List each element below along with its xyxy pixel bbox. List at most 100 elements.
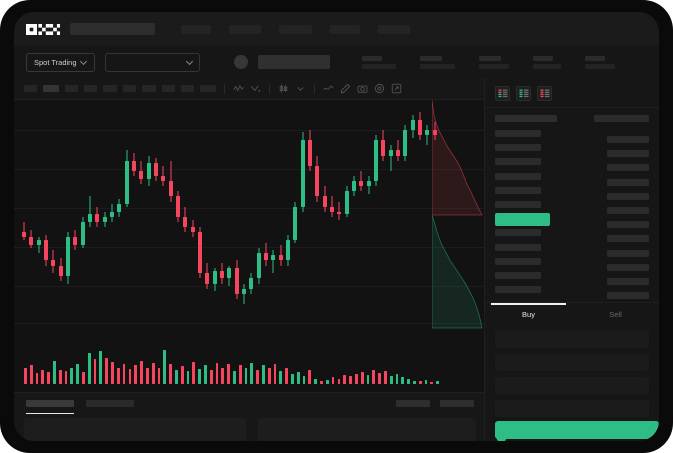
candle-body [234, 268, 239, 294]
orders-action-0[interactable] [396, 400, 430, 407]
candle-body [322, 196, 327, 207]
compare-icon[interactable] [250, 83, 261, 94]
orders-tab-0[interactable] [26, 400, 74, 414]
chevron-down-icon[interactable] [295, 83, 306, 94]
orderbook-row-right[interactable] [607, 221, 649, 229]
global-search-input[interactable] [70, 23, 155, 35]
orderbook-row-right[interactable] [607, 164, 649, 172]
orderbook-row-right[interactable] [607, 249, 649, 257]
orderbook-row[interactable] [495, 186, 541, 194]
candle [139, 100, 144, 330]
order-book[interactable] [485, 107, 659, 302]
timeframe-button-9[interactable] [200, 85, 216, 92]
trading-pair-select[interactable] [104, 52, 200, 72]
candle [110, 100, 115, 330]
candle-body [102, 216, 107, 223]
timeframe-button-4[interactable] [103, 85, 117, 92]
timeframe-button-7[interactable] [162, 85, 175, 92]
volume-bar [314, 378, 318, 384]
volume-bar [76, 364, 80, 384]
orderbook-row[interactable] [495, 158, 541, 166]
orderbook-row[interactable] [495, 257, 541, 265]
indicator-icon[interactable] [233, 83, 244, 94]
order-field-2[interactable] [495, 377, 649, 394]
timeframe-button-3[interactable] [84, 85, 97, 92]
timeframe-button-0[interactable] [24, 85, 37, 92]
orders-action-1[interactable] [440, 400, 474, 407]
top-nav-item-3[interactable] [330, 24, 360, 34]
candle-body [330, 206, 335, 212]
submit-order-button[interactable] [495, 421, 659, 439]
candle-body [293, 206, 298, 240]
orders-card-0[interactable] [24, 418, 246, 441]
orderbook-row-right[interactable] [607, 178, 649, 186]
orderbook-row[interactable] [495, 172, 541, 180]
gridline-5 [14, 323, 484, 325]
volume-bar [389, 376, 393, 384]
orderbook-row[interactable] [495, 286, 541, 294]
okx-logo-icon[interactable] [26, 23, 60, 35]
orderbook-row-right[interactable] [607, 235, 649, 243]
top-nav-item-2[interactable] [279, 24, 312, 34]
top-nav-item-1[interactable] [229, 24, 261, 34]
drawing-icon[interactable] [340, 83, 351, 94]
candle-body [308, 140, 313, 166]
line-chart-icon[interactable] [323, 83, 334, 94]
depth-bids-area [432, 214, 483, 329]
top-nav-item-0[interactable] [181, 24, 211, 34]
orderbook-row[interactable] [495, 243, 541, 251]
timeframe-button-6[interactable] [142, 85, 156, 92]
order-field-1[interactable] [495, 354, 649, 371]
orderbook-row-highlighted[interactable] [495, 213, 550, 227]
order-field-0[interactable] [495, 331, 649, 348]
orderbook-row-right[interactable] [607, 278, 649, 285]
timeframe-button-8[interactable] [181, 85, 194, 92]
orderbook-column-header-right [594, 115, 649, 122]
volume-bar [250, 363, 254, 384]
top-nav-item-4[interactable] [378, 24, 410, 34]
orderbook-row-right[interactable] [607, 136, 649, 143]
orderbook-row-right[interactable] [607, 263, 649, 271]
candle-body [132, 160, 137, 171]
orderbook-bids-icon[interactable] [516, 86, 531, 101]
orderbook-both-icon[interactable] [495, 86, 510, 101]
ticker-stat-label [419, 55, 442, 61]
candlestick-chart[interactable] [14, 100, 484, 330]
timeframe-button-5[interactable] [123, 85, 136, 92]
order-tab-buy[interactable]: Buy [485, 303, 572, 325]
orders-tab-1[interactable] [86, 400, 134, 407]
settings-icon[interactable] [374, 83, 385, 94]
candle [154, 100, 159, 330]
order-tab-sell[interactable]: Sell [609, 310, 622, 319]
orderbook-row[interactable] [495, 272, 541, 279]
market-type-selector[interactable]: Spot Trading [26, 52, 95, 72]
candle-body [396, 150, 401, 156]
fullscreen-icon[interactable] [391, 83, 402, 94]
ticker-stat-3 [532, 55, 561, 69]
orderbook-row[interactable] [495, 144, 541, 152]
ticker-stat-label [532, 55, 553, 61]
orderbook-row[interactable] [495, 229, 541, 237]
trade-sidebar: Buy Sell [484, 78, 659, 441]
timeframe-button-2[interactable] [65, 85, 78, 92]
volume-bar [395, 374, 399, 384]
orderbook-row-right[interactable] [607, 292, 649, 300]
orderbook-row-right[interactable] [607, 207, 649, 214]
candle [256, 100, 261, 330]
volume-bar [47, 371, 50, 384]
timeframe-button-1[interactable] [43, 85, 59, 92]
orderbook-asks-icon[interactable] [537, 86, 552, 101]
trading-pair-name [257, 55, 330, 69]
candle-wick [23, 222, 25, 240]
camera-icon[interactable] [357, 83, 368, 94]
candle [432, 100, 437, 330]
order-field-3[interactable] [495, 400, 649, 417]
candle-type-icon[interactable] [278, 83, 289, 94]
orders-card-1[interactable] [258, 418, 476, 441]
orderbook-row[interactable] [495, 130, 541, 137]
orderbook-row-right[interactable] [607, 192, 649, 200]
candle [293, 100, 298, 330]
orderbook-row[interactable] [495, 201, 541, 208]
candle-body [44, 240, 49, 261]
orderbook-row-right[interactable] [607, 150, 649, 158]
